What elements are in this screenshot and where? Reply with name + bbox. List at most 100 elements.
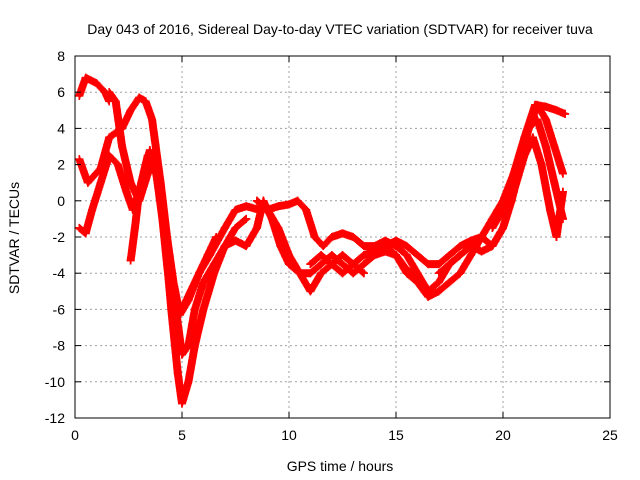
y-tick-label: 4 — [57, 120, 65, 136]
data-point — [338, 260, 347, 269]
data-point — [126, 178, 135, 187]
data-point — [169, 287, 178, 296]
data-point — [359, 269, 368, 278]
data-point — [327, 251, 336, 260]
data-point — [537, 160, 546, 169]
data-point — [141, 160, 150, 169]
data-point — [178, 399, 186, 408]
data-point — [75, 223, 84, 232]
data-point — [293, 196, 302, 205]
y-tick-label: 0 — [57, 193, 65, 209]
data-point — [488, 242, 497, 251]
y-tick-label: -12 — [45, 410, 65, 426]
data-point — [92, 79, 101, 88]
data-point — [173, 368, 182, 377]
data-point — [550, 142, 559, 151]
data-point — [317, 269, 326, 278]
data-point — [145, 146, 154, 155]
data-point — [285, 200, 293, 209]
data-point — [445, 260, 454, 269]
y-tick-label: 6 — [57, 84, 65, 100]
data-point — [533, 115, 542, 124]
data-point — [135, 93, 144, 102]
data-point — [456, 242, 465, 251]
marks-layer — [75, 73, 570, 408]
data-point — [552, 106, 561, 115]
data-point — [88, 205, 97, 214]
data-point — [122, 187, 131, 196]
data-point — [466, 242, 475, 251]
ticks-layer: 0 5 10 15 20 25 -12 -10 -8 -6 -4 -2 0 2 4 6 8 — [45, 48, 618, 443]
data-point — [210, 260, 219, 269]
data-point — [424, 260, 433, 269]
data-point — [199, 305, 208, 314]
data-point — [533, 100, 542, 109]
x-tick-label: 0 — [71, 427, 79, 443]
data-point — [434, 260, 443, 269]
data-point — [402, 242, 411, 251]
data-point — [499, 223, 507, 232]
series-arc-12 — [488, 115, 567, 232]
y-tick-label: -2 — [53, 229, 66, 245]
data-point — [370, 242, 379, 251]
data-point — [413, 269, 422, 278]
data-point — [445, 251, 454, 260]
data-point — [349, 233, 358, 241]
data-point — [466, 251, 475, 260]
data-point — [434, 269, 443, 278]
data-point — [302, 205, 311, 214]
data-point — [231, 236, 240, 245]
data-point — [477, 233, 486, 241]
data-point — [184, 341, 193, 350]
data-point — [509, 187, 518, 196]
series-arc-8 — [263, 196, 465, 296]
data-point — [488, 223, 497, 232]
data-point — [338, 229, 347, 238]
data-point — [220, 242, 229, 251]
data-point — [160, 223, 169, 232]
data-point — [306, 269, 315, 278]
data-point — [524, 124, 533, 133]
data-point — [118, 142, 127, 151]
data-point — [392, 236, 400, 245]
data-point — [317, 251, 326, 260]
y-tick-label: -8 — [53, 338, 66, 354]
data-point — [231, 205, 240, 214]
data-point — [413, 251, 422, 260]
y-axis-label: SDTVAR / TECUs — [6, 182, 22, 294]
data-point — [231, 223, 240, 232]
data-point — [252, 223, 261, 232]
data-point — [456, 251, 465, 260]
data-point — [130, 223, 139, 232]
y-tick-label: 8 — [57, 48, 65, 64]
data-point — [359, 260, 368, 269]
x-tick-label: 25 — [602, 427, 618, 443]
data-point — [105, 88, 114, 97]
series-arc-5 — [126, 146, 268, 359]
y-tick-label: 2 — [57, 157, 65, 173]
x-tick-label: 5 — [178, 427, 186, 443]
series-arc-1 — [75, 73, 114, 106]
data-point — [477, 247, 486, 256]
data-point — [195, 269, 204, 278]
data-point — [359, 242, 368, 251]
data-point — [349, 260, 358, 269]
x-axis-label: GPS time / hours — [287, 458, 394, 474]
data-point — [306, 260, 315, 269]
data-point — [220, 223, 229, 232]
data-point — [295, 269, 304, 278]
data-point — [111, 97, 120, 106]
data-point — [184, 377, 193, 386]
data-point — [338, 269, 347, 278]
data-point — [552, 233, 561, 241]
data-point — [541, 102, 550, 111]
data-point — [242, 214, 251, 223]
data-point — [263, 205, 272, 214]
data-point — [402, 251, 411, 260]
data-point — [75, 155, 84, 164]
data-point — [306, 287, 315, 296]
data-point — [81, 229, 90, 238]
data-point — [424, 292, 433, 301]
data-point — [96, 178, 105, 187]
